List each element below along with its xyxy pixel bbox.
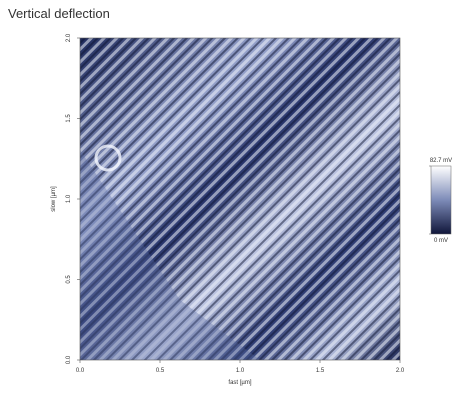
title: Vertical deflection — [8, 6, 110, 21]
afm-image — [80, 38, 400, 360]
y-tick-label: 1.0 — [66, 194, 72, 203]
y-tick-label: 1.5 — [66, 114, 72, 123]
x-tick-label: 1.5 — [316, 368, 325, 374]
y-tick-label: 2.0 — [66, 33, 72, 42]
x-tick-label: 0.5 — [156, 368, 165, 374]
colorbar-label: 82.7 mV — [430, 158, 452, 164]
y-axis-label: slow [µm] — [51, 186, 57, 212]
y-tick-label: 0.0 — [66, 355, 72, 364]
x-axis-label: fast [µm] — [228, 380, 251, 386]
colorbar — [430, 165, 452, 235]
colorbar-label: 0 mV — [434, 238, 448, 244]
y-tick-label: 0.5 — [66, 275, 72, 284]
x-tick-label: 1.0 — [236, 368, 245, 374]
x-tick-label: 0.0 — [76, 368, 85, 374]
x-tick-label: 2.0 — [396, 368, 405, 374]
